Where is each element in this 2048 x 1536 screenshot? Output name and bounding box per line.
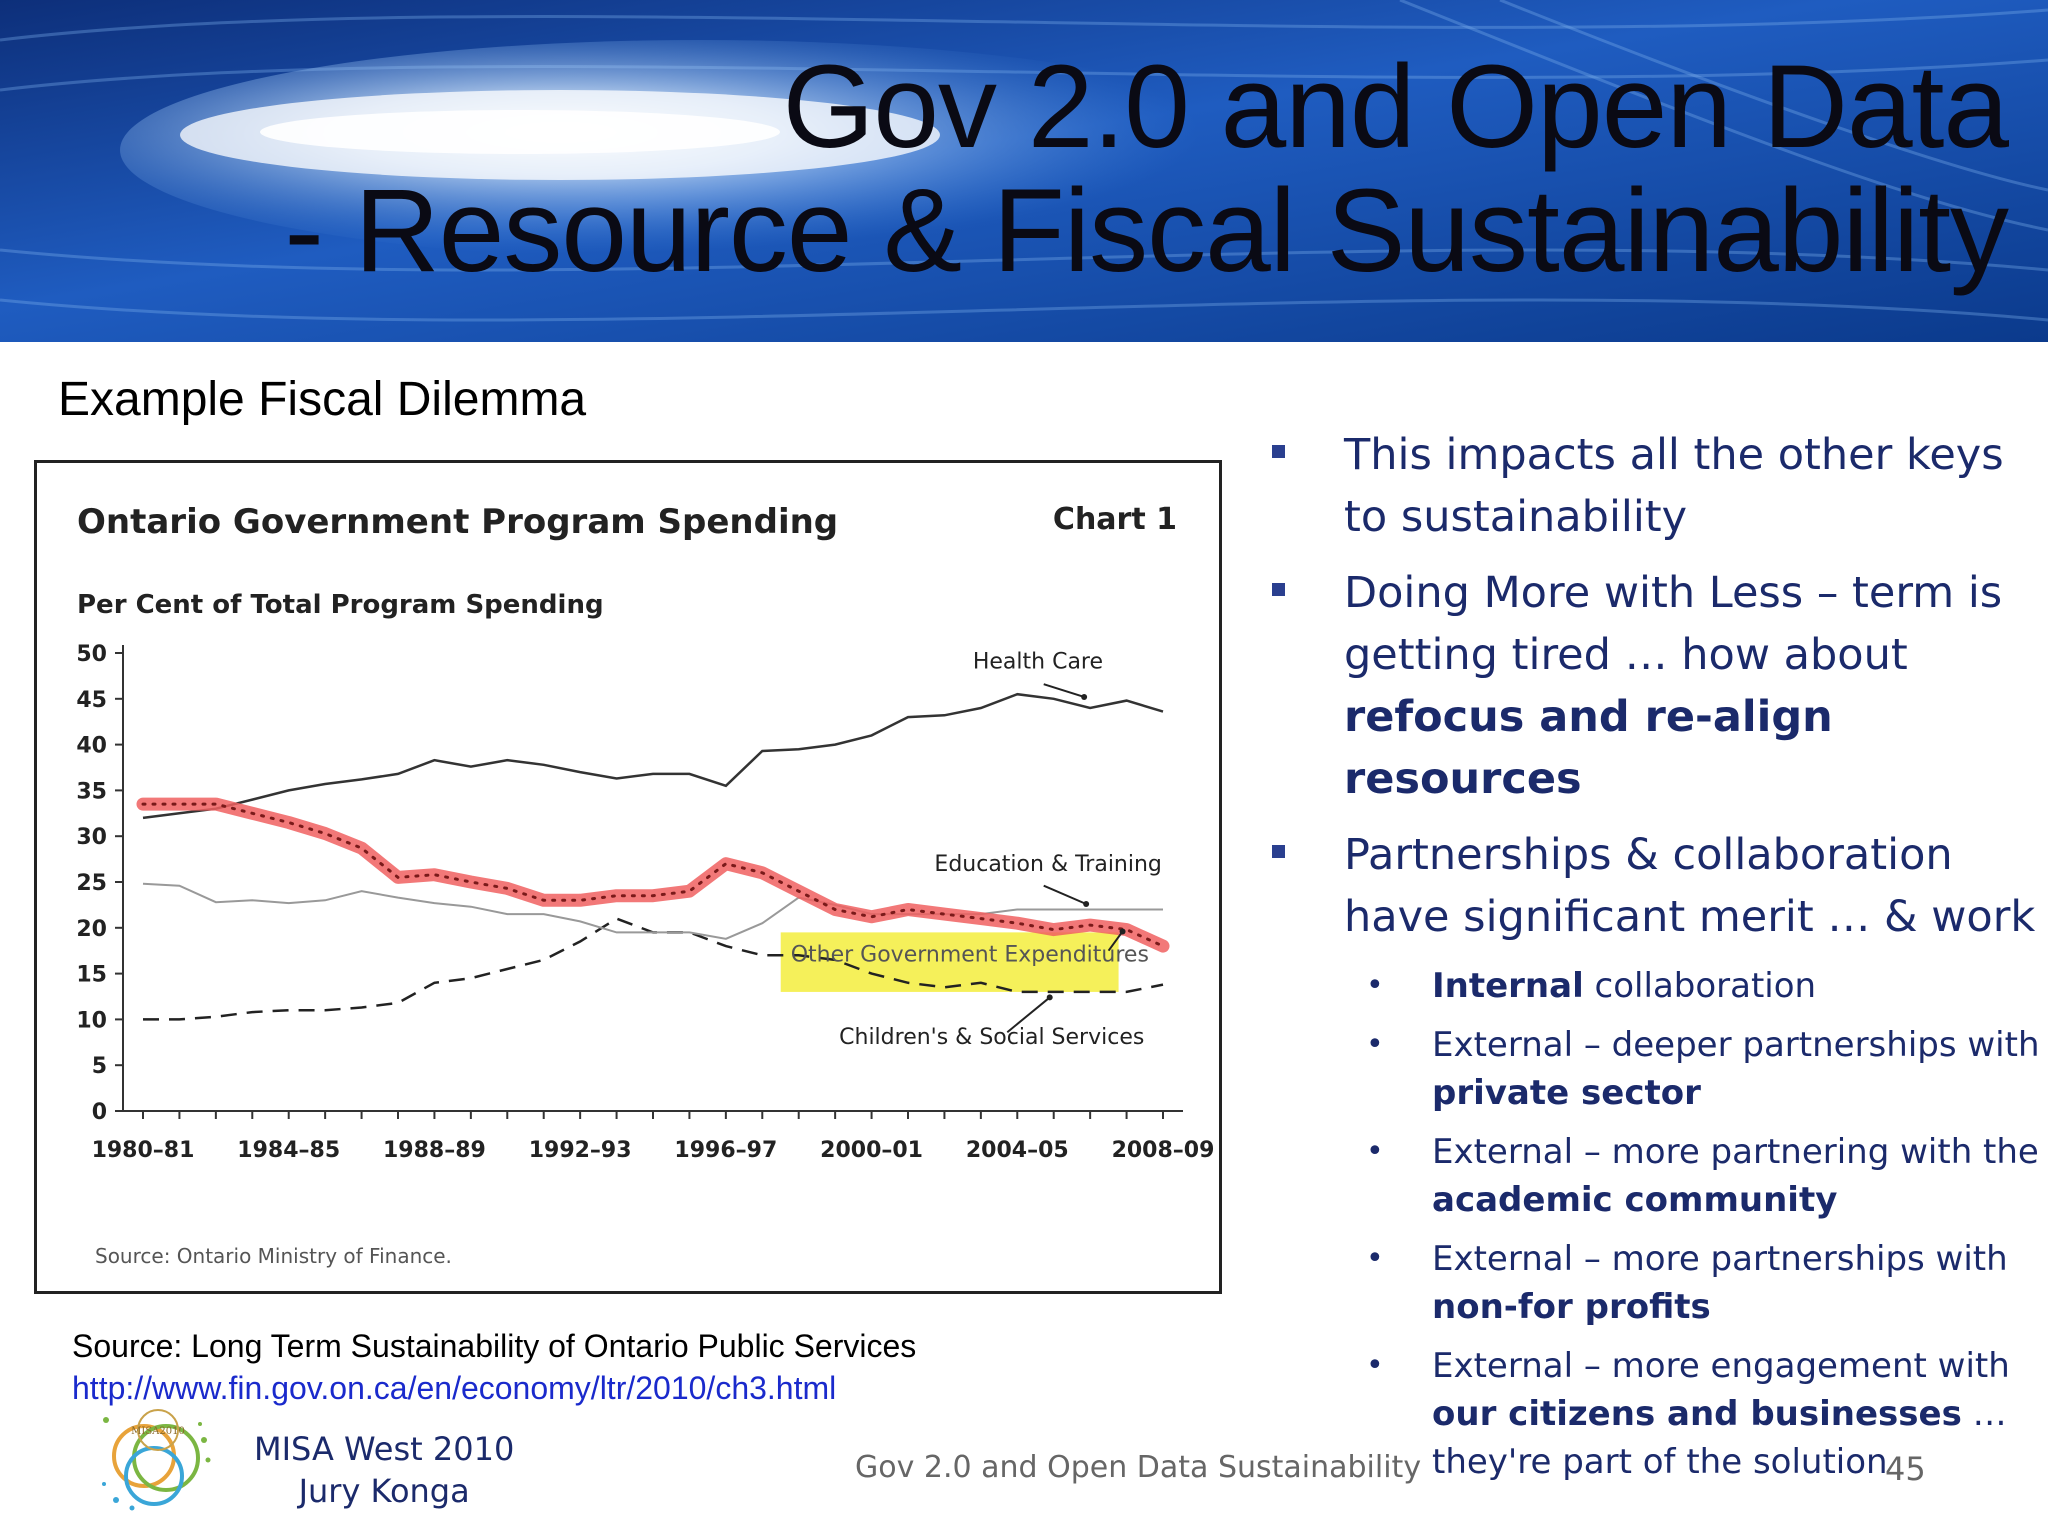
- series-label-education-training: Education & Training: [934, 852, 1161, 877]
- y-tick-label: 25: [76, 871, 107, 896]
- bullet-bold-text: refocus and re-align resources: [1344, 692, 1833, 804]
- bullet-text: Partnerships & collaboration have signif…: [1344, 830, 2036, 942]
- bullet-item: Partnerships & collaboration have signif…: [1270, 824, 2040, 948]
- sub-bullet-text: External – more partnerships with: [1432, 1239, 2008, 1279]
- slide-title-line2: - Resource & Fiscal Sustainability: [284, 165, 2009, 297]
- line-chart: Ontario Government Program Spending Char…: [76, 502, 1214, 1268]
- leader-other-government: [1107, 930, 1124, 952]
- x-tick-label: 2000–01: [820, 1138, 923, 1163]
- series-label-other-government: Other Government Expenditures: [791, 943, 1149, 968]
- sub-bullet-item: • External – more partnering with the ac…: [1270, 1128, 2040, 1224]
- leader-health-care-arrow-icon: [1081, 693, 1088, 700]
- x-tick-label: 2008–09: [1112, 1138, 1215, 1163]
- square-bullet-icon: [1272, 445, 1285, 458]
- y-tick-label: 5: [92, 1054, 107, 1079]
- title-banner: [0, 0, 2048, 342]
- bullet-text: Doing More with Less – term is getting t…: [1344, 568, 2003, 680]
- series-line-other-government-expenditures-dots: [141, 802, 1165, 948]
- y-axis-label: Per Cent of Total Program Spending: [77, 590, 604, 620]
- source-link[interactable]: http://www.fin.gov.on.ca/en/economy/ltr/…: [72, 1370, 837, 1406]
- x-tick-label: 1992–93: [529, 1138, 632, 1163]
- bullet-item: This impacts all the other keys to susta…: [1270, 424, 2040, 548]
- footer-organization: MISA West 2010 Jury Konga: [254, 1428, 514, 1512]
- highlight-box: [780, 932, 1119, 992]
- chart-source-note: Source: Ontario Ministry of Finance.: [95, 1244, 452, 1268]
- series-label-childrens-social: Children's & Social Services: [839, 1025, 1144, 1050]
- x-tick-label: 1980–81: [92, 1138, 195, 1163]
- sub-bullet-bold-text: Internal: [1432, 966, 1584, 1006]
- footer-presentation-title: Gov 2.0 and Open Data Sustainability: [855, 1450, 1422, 1485]
- leader-childrens-social: [1006, 996, 1051, 1033]
- sub-bullet-item: • External – more engagement with our ci…: [1270, 1342, 2040, 1486]
- leader-health-care: [1043, 683, 1085, 698]
- y-tick-label: 30: [76, 825, 107, 850]
- chart-number-label: Chart 1: [1053, 502, 1177, 537]
- chart-title: Ontario Government Program Spending: [77, 502, 838, 542]
- footer-org-name: MISA West 2010: [254, 1430, 515, 1468]
- sub-bullet-bold-text: non-for profits: [1432, 1287, 1711, 1327]
- series-label-health-care: Health Care: [973, 650, 1103, 675]
- sub-bullet-bold-text: private sector: [1432, 1073, 1701, 1113]
- y-tick-label: 35: [76, 779, 107, 804]
- sub-bullet-item: • Internal collaboration: [1270, 962, 2040, 1010]
- logo-text: MISA2010: [131, 1426, 185, 1437]
- chart-frame: Ontario Government Program Spending Char…: [34, 460, 1222, 1294]
- misa-logo-icon: MISA2010: [102, 1409, 211, 1511]
- chart-caption: Example Fiscal Dilemma: [58, 373, 587, 426]
- bullet-item: Doing More with Less – term is getting t…: [1270, 562, 2040, 810]
- sub-bullet-text: … they're part of the solution: [1432, 1394, 2007, 1482]
- source-citation: Source: Long Term Sustainability of Onta…: [72, 1328, 917, 1364]
- leader-childrens-social-arrow-icon: [1046, 994, 1053, 1001]
- x-tick-label: 1988–89: [383, 1138, 486, 1163]
- series-line-education-training: [142, 882, 1163, 940]
- sub-bullet-bold-text: academic community: [1432, 1180, 1838, 1220]
- series-layer: [136, 683, 1170, 1033]
- sub-bullet-text: External – more engagement with: [1432, 1346, 2010, 1386]
- y-tick-label: 15: [76, 963, 107, 988]
- sub-bullet-text: collaboration: [1583, 966, 1817, 1006]
- y-tick-label: 45: [76, 688, 107, 713]
- square-bullet-icon: [1272, 583, 1285, 596]
- series-labels: Health Care Education & Training Other G…: [791, 650, 1162, 1051]
- sub-bullet-bold-text: our citizens and businesses: [1432, 1394, 1962, 1434]
- y-tick-label: 50: [76, 642, 107, 667]
- dot-bullet-icon: •: [1366, 968, 1384, 1003]
- sub-bullet-item: • External – more partnerships with non-…: [1270, 1235, 2040, 1331]
- y-tick-label: 20: [76, 917, 107, 942]
- y-tick-label: 40: [76, 734, 107, 759]
- dot-bullet-icon: •: [1366, 1348, 1384, 1383]
- banner-background: [0, 0, 2048, 342]
- sub-bullet-text: External – more partnering with the: [1432, 1132, 2039, 1172]
- axes: 0 5 10 15 20 25 30 35 40 45 50 1980–81 1984–85 1988–8…: [76, 642, 1214, 1163]
- dot-bullet-icon: •: [1366, 1241, 1384, 1276]
- leader-other-government-arrow-icon: [1119, 928, 1126, 935]
- square-bullet-icon: [1272, 845, 1285, 858]
- series-line-health-care: [142, 692, 1164, 820]
- y-tick-label: 0: [92, 1100, 107, 1125]
- slide-number: 45: [1885, 1450, 1926, 1488]
- x-tick-label: 2004–05: [966, 1138, 1069, 1163]
- bullet-text: This impacts all the other keys to susta…: [1344, 430, 2004, 542]
- sub-bullet-text: External – deeper partnerships with: [1432, 1025, 2040, 1065]
- dot-bullet-icon: •: [1366, 1134, 1384, 1169]
- bullet-list: This impacts all the other keys to susta…: [1270, 424, 2040, 1497]
- sub-bullet-item: • External – deeper partnerships with pr…: [1270, 1021, 2040, 1117]
- leader-education-training: [1043, 884, 1087, 905]
- y-tick-label: 10: [76, 1008, 107, 1033]
- footer-author: Jury Konga: [298, 1472, 470, 1510]
- leader-education-training-arrow-icon: [1083, 900, 1090, 907]
- x-tick-label: 1984–85: [237, 1138, 340, 1163]
- slide-title-line1: Gov 2.0 and Open Data: [782, 41, 2009, 173]
- x-tick-label: 1996–97: [674, 1138, 777, 1163]
- dot-bullet-icon: •: [1366, 1027, 1384, 1062]
